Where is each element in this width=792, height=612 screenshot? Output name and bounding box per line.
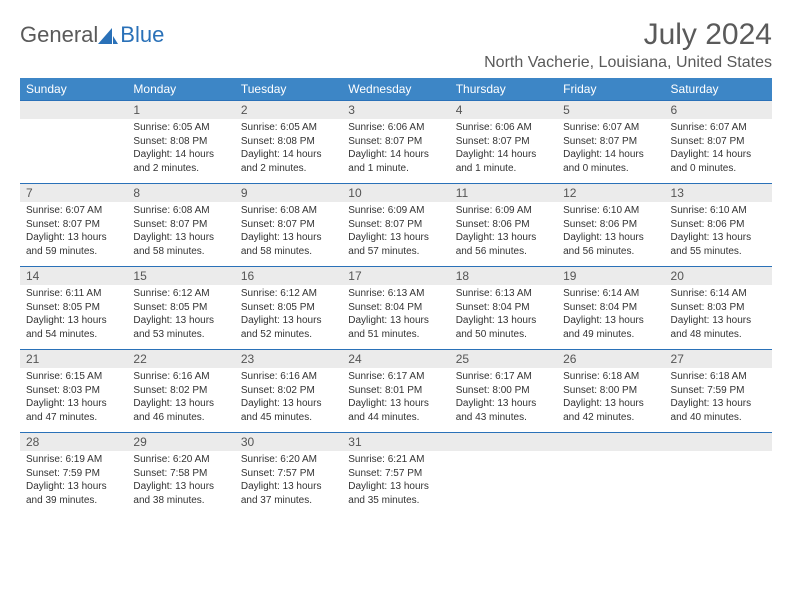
day-detail-cell: Sunrise: 6:14 AMSunset: 8:04 PMDaylight:… [557,285,664,350]
day-detail-cell: Sunrise: 6:20 AMSunset: 7:57 PMDaylight:… [235,451,342,515]
day-detail-cell: Sunrise: 6:21 AMSunset: 7:57 PMDaylight:… [342,451,449,515]
weekday-header: Tuesday [235,78,342,101]
day-detail-cell: Sunrise: 6:07 AMSunset: 8:07 PMDaylight:… [665,119,772,184]
calendar-table: SundayMondayTuesdayWednesdayThursdayFrid… [20,78,772,515]
day-number-row: 28293031 [20,433,772,452]
day-number-cell: 8 [127,184,234,203]
day-number-cell: 14 [20,267,127,286]
day-number-cell: 21 [20,350,127,369]
month-title: July 2024 [484,18,772,52]
day-number-cell: 18 [450,267,557,286]
day-detail-cell: Sunrise: 6:18 AMSunset: 7:59 PMDaylight:… [665,368,772,433]
day-detail-cell: Sunrise: 6:08 AMSunset: 8:07 PMDaylight:… [127,202,234,267]
day-number-cell: 7 [20,184,127,203]
day-number-row: 123456 [20,101,772,120]
day-number-cell: 22 [127,350,234,369]
day-number-cell: 2 [235,101,342,120]
day-number-cell: 9 [235,184,342,203]
day-detail-cell: Sunrise: 6:10 AMSunset: 8:06 PMDaylight:… [665,202,772,267]
day-detail-cell: Sunrise: 6:13 AMSunset: 8:04 PMDaylight:… [450,285,557,350]
day-number-cell: 12 [557,184,664,203]
day-detail-cell [450,451,557,515]
day-detail-cell: Sunrise: 6:10 AMSunset: 8:06 PMDaylight:… [557,202,664,267]
day-number-cell: 17 [342,267,449,286]
day-detail-cell: Sunrise: 6:17 AMSunset: 8:01 PMDaylight:… [342,368,449,433]
day-detail-cell: Sunrise: 6:15 AMSunset: 8:03 PMDaylight:… [20,368,127,433]
day-number-cell: 16 [235,267,342,286]
weekday-header: Sunday [20,78,127,101]
day-number-cell: 25 [450,350,557,369]
day-number-cell [20,101,127,120]
day-detail-cell: Sunrise: 6:12 AMSunset: 8:05 PMDaylight:… [127,285,234,350]
day-detail-cell: Sunrise: 6:06 AMSunset: 8:07 PMDaylight:… [450,119,557,184]
day-detail-cell: Sunrise: 6:09 AMSunset: 8:07 PMDaylight:… [342,202,449,267]
day-number-cell: 3 [342,101,449,120]
day-detail-cell: Sunrise: 6:11 AMSunset: 8:05 PMDaylight:… [20,285,127,350]
day-detail-cell: Sunrise: 6:06 AMSunset: 8:07 PMDaylight:… [342,119,449,184]
day-detail-row: Sunrise: 6:11 AMSunset: 8:05 PMDaylight:… [20,285,772,350]
day-detail-cell: Sunrise: 6:20 AMSunset: 7:58 PMDaylight:… [127,451,234,515]
day-detail-cell: Sunrise: 6:07 AMSunset: 8:07 PMDaylight:… [557,119,664,184]
day-detail-cell: Sunrise: 6:19 AMSunset: 7:59 PMDaylight:… [20,451,127,515]
day-detail-cell: Sunrise: 6:09 AMSunset: 8:06 PMDaylight:… [450,202,557,267]
day-number-cell: 1 [127,101,234,120]
day-detail-cell: Sunrise: 6:05 AMSunset: 8:08 PMDaylight:… [235,119,342,184]
day-detail-cell: Sunrise: 6:16 AMSunset: 8:02 PMDaylight:… [235,368,342,433]
day-number-cell [665,433,772,452]
logo-word1: General [20,22,98,48]
day-number-cell: 29 [127,433,234,452]
day-detail-cell: Sunrise: 6:17 AMSunset: 8:00 PMDaylight:… [450,368,557,433]
day-number-cell: 27 [665,350,772,369]
day-number-cell: 20 [665,267,772,286]
day-detail-row: Sunrise: 6:19 AMSunset: 7:59 PMDaylight:… [20,451,772,515]
day-detail-cell [665,451,772,515]
day-detail-row: Sunrise: 6:07 AMSunset: 8:07 PMDaylight:… [20,202,772,267]
day-number-cell: 4 [450,101,557,120]
day-detail-cell: Sunrise: 6:14 AMSunset: 8:03 PMDaylight:… [665,285,772,350]
day-detail-cell [20,119,127,184]
day-detail-row: Sunrise: 6:05 AMSunset: 8:08 PMDaylight:… [20,119,772,184]
day-number-cell: 28 [20,433,127,452]
weekday-header: Saturday [665,78,772,101]
day-detail-row: Sunrise: 6:15 AMSunset: 8:03 PMDaylight:… [20,368,772,433]
day-number-cell: 23 [235,350,342,369]
day-number-cell: 19 [557,267,664,286]
day-number-row: 21222324252627 [20,350,772,369]
day-detail-cell: Sunrise: 6:08 AMSunset: 8:07 PMDaylight:… [235,202,342,267]
day-detail-cell: Sunrise: 6:05 AMSunset: 8:08 PMDaylight:… [127,119,234,184]
day-detail-cell: Sunrise: 6:12 AMSunset: 8:05 PMDaylight:… [235,285,342,350]
day-number-cell: 5 [557,101,664,120]
day-number-cell: 10 [342,184,449,203]
weekday-header: Wednesday [342,78,449,101]
header: General Blue July 2024 North Vacherie, L… [20,18,772,72]
day-detail-cell: Sunrise: 6:07 AMSunset: 8:07 PMDaylight:… [20,202,127,267]
weekday-header-row: SundayMondayTuesdayWednesdayThursdayFrid… [20,78,772,101]
logo-word2: Blue [120,22,164,48]
day-number-cell: 26 [557,350,664,369]
day-number-cell: 13 [665,184,772,203]
day-detail-cell: Sunrise: 6:13 AMSunset: 8:04 PMDaylight:… [342,285,449,350]
day-number-cell: 31 [342,433,449,452]
weekday-header: Thursday [450,78,557,101]
weekday-header: Friday [557,78,664,101]
day-number-cell [450,433,557,452]
day-number-row: 78910111213 [20,184,772,203]
day-number-cell: 24 [342,350,449,369]
day-number-cell: 15 [127,267,234,286]
day-number-cell: 6 [665,101,772,120]
day-number-row: 14151617181920 [20,267,772,286]
location: North Vacherie, Louisiana, United States [484,54,772,72]
day-number-cell [557,433,664,452]
title-block: July 2024 North Vacherie, Louisiana, Uni… [484,18,772,72]
day-number-cell: 11 [450,184,557,203]
logo-sail-icon [98,28,118,44]
day-number-cell: 30 [235,433,342,452]
calendar-body: 123456 Sunrise: 6:05 AMSunset: 8:08 PMDa… [20,101,772,516]
weekday-header: Monday [127,78,234,101]
logo: General Blue [20,22,164,48]
day-detail-cell [557,451,664,515]
day-detail-cell: Sunrise: 6:18 AMSunset: 8:00 PMDaylight:… [557,368,664,433]
day-detail-cell: Sunrise: 6:16 AMSunset: 8:02 PMDaylight:… [127,368,234,433]
